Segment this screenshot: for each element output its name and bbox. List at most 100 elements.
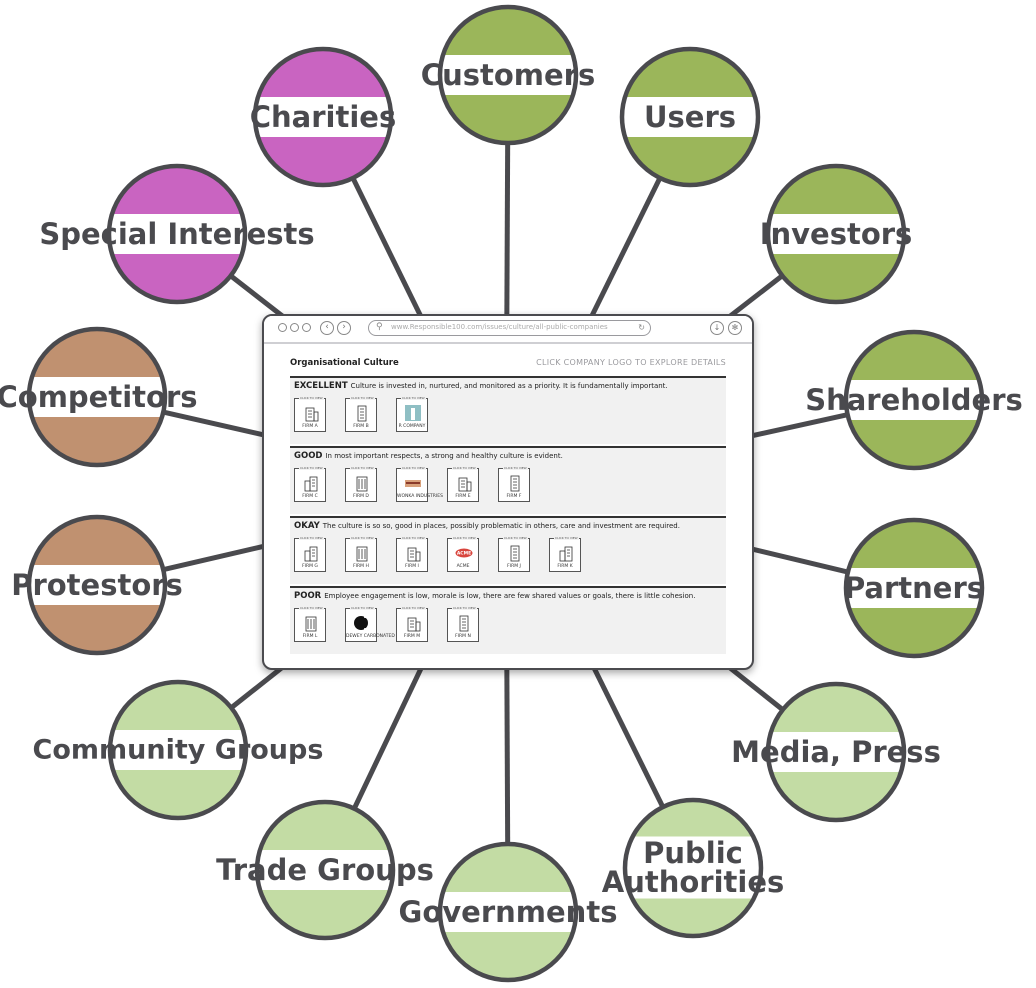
company-logo-card[interactable]: CLICK TO VIEW FIRM H <box>345 536 377 572</box>
company-name: R COMPANY <box>398 424 426 429</box>
click-to-view-caption: CLICK TO VIEW <box>350 396 375 400</box>
click-to-view-caption: CLICK TO VIEW <box>554 536 579 540</box>
company-name: FIRM N <box>455 634 471 639</box>
stakeholder-node[interactable]: Governments <box>399 841 618 983</box>
company-logo-row: CLICK TO VIEW FIRM C CLICK TO VIEW FIRM D CL… <box>294 466 530 504</box>
company-logo-card[interactable]: CLICK TO VIEW FIRM F <box>498 466 530 502</box>
company-name: DEWEY CARBONATED <box>346 634 395 639</box>
stakeholder-label: Trade Groups <box>216 853 434 887</box>
company-logo-card[interactable]: CLICK TO VIEW FIRM J <box>498 536 530 572</box>
company-logo-card[interactable]: CLICK TO VIEW FIRM E <box>447 466 479 502</box>
node-outline <box>252 46 394 188</box>
tier-poor: POOR Employee engagement is low, morale i… <box>290 586 726 654</box>
company-name: FIRM E <box>455 494 471 499</box>
company-name: FIRM A <box>302 424 318 429</box>
page-header: Organisational Culture CLICK COMPANY LOG… <box>290 358 726 372</box>
search-icon: ⚲ <box>376 322 383 332</box>
click-to-view-caption: CLICK TO VIEW <box>350 466 375 470</box>
browser-window: ‹ › ⚲ www.Responsible100.com/issues/cult… <box>262 314 754 670</box>
company-name: FIRM M <box>403 634 421 639</box>
forward-arrow-icon[interactable]: › <box>337 321 351 335</box>
company-logo-card[interactable]: CLICK TO VIEW FIRM N <box>447 606 479 642</box>
company-logo-card[interactable]: CLICK TO VIEW FIRM D <box>345 466 377 502</box>
company-logo-card[interactable]: CLICK TO VIEW DEWEY CARBONATED <box>345 606 395 642</box>
company-name: FIRM L <box>302 634 318 639</box>
company-name: FIRM I <box>405 564 419 569</box>
label-band <box>110 730 246 770</box>
company-name: FIRM H <box>353 564 369 569</box>
node-outline <box>26 514 168 656</box>
stakeholder-node[interactable]: Special Interests <box>39 163 315 305</box>
stakeholder-node[interactable]: Competitors <box>0 326 198 468</box>
click-to-view-caption: CLICK TO VIEW <box>299 466 324 470</box>
company-logo-card[interactable]: CLICK TO VIEW WONKA INDUSTRIES <box>396 466 443 502</box>
window-dot-icon[interactable] <box>278 323 287 332</box>
click-to-view-caption: CLICK TO VIEW <box>350 606 375 610</box>
stakeholder-label: Governments <box>399 895 618 929</box>
company-logo-row: CLICK TO VIEW FIRM G CLICK TO VIEW FIRM H CL… <box>294 536 581 574</box>
company-name: FIRM B <box>353 424 369 429</box>
stakeholder-label: Users <box>644 100 736 134</box>
company-name: FIRM K <box>557 564 573 569</box>
click-to-view-caption: CLICK TO VIEW <box>299 536 324 540</box>
node-outline <box>765 681 907 823</box>
stakeholder-label: Charities <box>250 100 396 134</box>
company-logo-card[interactable]: CLICK TO VIEW FIRM G <box>294 536 326 572</box>
label-band <box>622 97 758 137</box>
click-to-view-caption: CLICK TO VIEW <box>401 606 426 610</box>
label-band <box>257 850 393 890</box>
company-logo-card[interactable]: CLICK TO VIEW FIRM M <box>396 606 428 642</box>
company-logo-card[interactable]: CLICK TO VIEW FIRM K <box>549 536 581 572</box>
window-dot-icon[interactable] <box>290 323 299 332</box>
click-to-view-caption: CLICK TO VIEW <box>299 606 324 610</box>
stakeholder-node[interactable]: Community Groups <box>33 679 324 821</box>
tier-heading: EXCELLENT Culture is invested in, nurture… <box>294 381 668 391</box>
stakeholder-node[interactable]: Shareholders <box>805 329 1023 471</box>
stakeholder-label: Investors <box>760 217 913 251</box>
company-logo-card[interactable]: CLICK TO VIEW FIRM B <box>345 396 377 432</box>
tier-description: Culture is invested in, nurtured, and mo… <box>350 382 668 390</box>
node-outline <box>107 679 249 821</box>
company-logo-card[interactable]: CLICK TO VIEW FIRM I <box>396 536 428 572</box>
company-logo-card[interactable]: CLICK TO VIEW FIRM C <box>294 466 326 502</box>
stakeholder-label-line2: Authorities <box>602 865 785 899</box>
tier-rating: GOOD <box>294 451 323 461</box>
url-text: www.Responsible100.com/issues/culture/al… <box>391 323 608 331</box>
label-band <box>768 214 904 254</box>
settings-icon[interactable]: ✻ <box>728 321 742 335</box>
stakeholder-node[interactable]: Protestors <box>11 514 183 656</box>
company-logo-card[interactable]: CLICK TO VIEW FIRM A <box>294 396 326 432</box>
window-dot-icon[interactable] <box>302 323 311 332</box>
company-logo-card[interactable]: CLICK TO VIEW ACME ACME <box>447 536 479 572</box>
stakeholder-node[interactable]: Users <box>619 46 761 188</box>
label-band <box>255 97 391 137</box>
tier-description: In most important respects, a strong and… <box>325 452 563 460</box>
url-bar[interactable]: ⚲ www.Responsible100.com/issues/culture/… <box>368 320 651 336</box>
tier-rating: POOR <box>294 591 322 601</box>
stakeholder-node[interactable]: Customers <box>421 4 595 146</box>
stakeholder-node[interactable]: Partners <box>843 517 985 659</box>
download-icon[interactable]: ↓ <box>710 321 724 335</box>
node-outline <box>765 163 907 305</box>
stakeholder-label: Customers <box>421 58 595 92</box>
label-band <box>846 568 982 608</box>
tier-heading: GOOD In most important respects, a strong… <box>294 451 563 461</box>
reload-icon[interactable]: ↻ <box>638 323 645 332</box>
company-name: FIRM G <box>302 564 318 569</box>
node-outline <box>254 799 396 941</box>
stakeholder-node[interactable]: Media, Press <box>731 681 941 823</box>
click-to-view-caption: CLICK TO VIEW <box>401 536 426 540</box>
node-outline <box>437 841 579 983</box>
company-logo-card[interactable]: CLICK TO VIEW R COMPANY <box>396 396 428 432</box>
stakeholder-node[interactable]: Investors <box>760 163 913 305</box>
stakeholder-node[interactable]: Trade Groups <box>216 799 434 941</box>
company-logo-row: CLICK TO VIEW FIRM L CLICK TO VIEW DEWEY CA… <box>294 606 479 644</box>
tier-okay: OKAY The culture is so so, good in places… <box>290 516 726 584</box>
company-logo-card[interactable]: CLICK TO VIEW FIRM L <box>294 606 326 642</box>
back-arrow-icon[interactable]: ‹ <box>320 321 334 335</box>
stakeholder-label: Public <box>643 836 743 870</box>
tier-excellent: EXCELLENT Culture is invested in, nurture… <box>290 376 726 444</box>
label-band <box>109 214 245 254</box>
stakeholder-node[interactable]: Charities <box>250 46 396 188</box>
